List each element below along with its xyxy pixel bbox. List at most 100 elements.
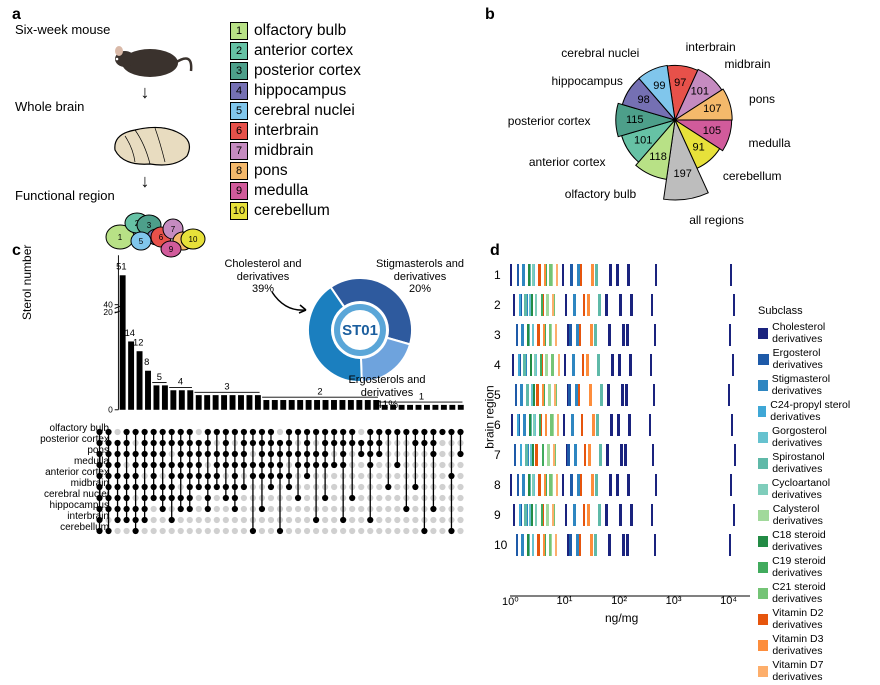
- strip-tick: [541, 504, 544, 526]
- legend-row-6: 6interbrain: [230, 122, 361, 140]
- subclass-label: C21 steroid derivatives: [772, 581, 870, 605]
- legend-row-3: 3posterior cortex: [230, 62, 361, 80]
- strip-tick: [525, 444, 528, 466]
- strip-tick: [569, 534, 572, 556]
- svg-text:118: 118: [649, 151, 667, 163]
- legend-swatch: 10: [230, 202, 248, 220]
- strip-tick: [532, 324, 535, 346]
- strip-tick: [627, 264, 630, 286]
- strip-row-label: 4: [494, 358, 501, 372]
- strip-row-label: 5: [494, 388, 501, 402]
- rose-label: cerebellum: [723, 169, 782, 183]
- svg-text:98: 98: [637, 94, 649, 106]
- subclass-legend-row: C24-propyl sterol derivatives: [758, 399, 870, 423]
- strip-row: 6: [510, 410, 750, 440]
- subclass-swatch: [758, 588, 768, 599]
- strip-tick: [629, 354, 632, 376]
- strip-tick: [516, 324, 519, 346]
- upset-row-label: anterior cortex: [9, 467, 109, 478]
- upset-row-label: cerebellum: [9, 522, 109, 533]
- strip-row: 4: [510, 350, 750, 380]
- subclass-label: Spirostanol derivatives: [772, 451, 870, 475]
- strip-tick: [527, 324, 530, 346]
- strip-tick: [517, 264, 520, 286]
- strip-tick: [730, 474, 733, 496]
- strip-tick: [557, 414, 560, 436]
- panel-c: Sterol number 02040511412854321 olfactor…: [15, 245, 485, 645]
- strip-tick: [523, 354, 526, 376]
- legend-label: hippocampus: [254, 82, 346, 100]
- legend-swatch: 2: [230, 42, 248, 60]
- xaxis-label: ng/mg: [605, 611, 638, 625]
- strip-tick: [535, 294, 538, 316]
- donut-arrow-icon: [270, 290, 310, 320]
- strip-tick: [655, 474, 658, 496]
- strip-tick: [573, 294, 576, 316]
- strip-tick: [587, 294, 590, 316]
- strip-tick: [526, 384, 529, 406]
- strip-tick: [609, 264, 612, 286]
- strip-tick: [651, 294, 654, 316]
- rose-label: posterior cortex: [508, 114, 591, 128]
- subclass-legend-row: Calysterol derivatives: [758, 503, 870, 527]
- strip-tick: [650, 354, 653, 376]
- strip-tick: [549, 534, 552, 556]
- strip-tick: [608, 534, 611, 556]
- subclass-legend-row: Ergosterol derivatives: [758, 347, 870, 371]
- strip-tick: [570, 264, 573, 286]
- upset-row-label: medulla: [9, 456, 109, 467]
- strip-tick: [630, 294, 633, 316]
- strip-tick: [622, 324, 625, 346]
- svg-text:6: 6: [159, 233, 164, 242]
- subclass-label: C24-propyl sterol derivatives: [770, 399, 870, 423]
- legend-label: anterior cortex: [254, 42, 353, 60]
- strip-row: 3: [510, 320, 750, 350]
- strip-tick: [546, 294, 549, 316]
- subclass-label: Stigmasterol derivatives: [772, 373, 870, 397]
- subclass-legend: Subclass Cholesterol derivativesErgoster…: [758, 305, 870, 685]
- subclass-label: Cycloartanol derivatives: [772, 477, 870, 501]
- strip-tick: [537, 534, 540, 556]
- strip-tick: [583, 294, 586, 316]
- strip-tick: [543, 534, 546, 556]
- strip-tick: [511, 414, 514, 436]
- subclass-legend-row: Vitamin D3 derivatives: [758, 633, 870, 657]
- subclass-label: C19 steroid derivatives: [772, 555, 870, 579]
- svg-text:0: 0: [108, 405, 113, 415]
- mouse-icon: [105, 41, 195, 81]
- subclass-label: Gorgosterol derivatives: [772, 425, 870, 449]
- flow-step-1: Six-week mouse: [15, 22, 215, 37]
- strip-tick: [626, 324, 629, 346]
- strip-tick: [587, 504, 590, 526]
- rose-label: medulla: [749, 136, 791, 150]
- legend-swatch: 8: [230, 162, 248, 180]
- strip-tick: [530, 444, 533, 466]
- strip-tick: [653, 384, 656, 406]
- strip-tick: [731, 414, 734, 436]
- strip-tick: [520, 384, 523, 406]
- legend-label: pons: [254, 162, 288, 180]
- strip-tick: [513, 504, 516, 526]
- strip-tick: [530, 354, 533, 376]
- strip-tick: [595, 474, 598, 496]
- strip-tick: [571, 414, 574, 436]
- strip-tick: [532, 264, 535, 286]
- strip-tick: [616, 264, 619, 286]
- xtick: 10⁴: [720, 595, 737, 607]
- strip-tick: [549, 474, 552, 496]
- strip-tick: [600, 384, 603, 406]
- strip-row: 2: [510, 290, 750, 320]
- strip-tick: [652, 444, 655, 466]
- rose-label: all regions: [689, 213, 744, 227]
- rose-label: interbrain: [686, 40, 736, 54]
- strip-tick: [549, 264, 552, 286]
- strip-tick: [590, 324, 593, 346]
- donut-seg-label-2: Ergosterols and derivatives41%: [337, 374, 437, 412]
- rose-label: anterior cortex: [529, 155, 606, 169]
- strip-tick: [607, 384, 610, 406]
- svg-text:40: 40: [103, 299, 113, 309]
- strip-tick: [542, 384, 545, 406]
- whole-brain-icon: [105, 122, 200, 170]
- svg-text:197: 197: [674, 168, 692, 180]
- strip-tick: [538, 474, 541, 496]
